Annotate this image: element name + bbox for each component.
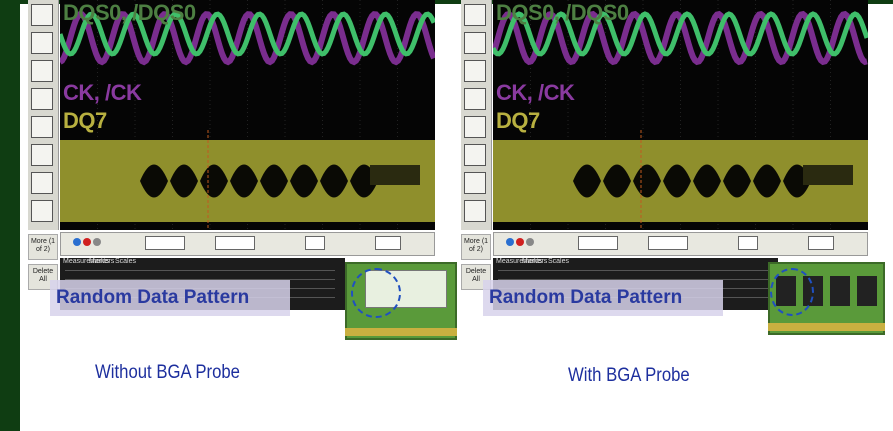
control-field [215,236,255,250]
side-button: More (1 of 2) [28,234,58,260]
control-button [83,238,91,246]
scope-screen [60,0,435,230]
side-button: More (1 of 2) [461,234,491,260]
caption: With BGA Probe [568,365,690,387]
probe-circle [770,268,814,316]
tool-icon [464,144,486,166]
eye-gap [370,165,420,185]
waveform-label: CK, /CK [63,80,141,106]
tool-icon [31,88,53,110]
control-button [516,238,524,246]
slide: DQS0, /DQS0CK, /CKDQ7More (1 of 2)Delete… [0,0,893,431]
dram-chip [857,276,877,306]
tool-icon [31,172,53,194]
measurement-tab: Scales [115,258,136,265]
tool-icon [31,200,53,222]
tool-icon [31,4,53,26]
caption: Without BGA Probe [95,362,240,384]
waveform-label: DQ7 [496,108,540,134]
control-field [578,236,618,250]
control-field [648,236,688,250]
tool-icon [464,4,486,26]
probe-circle [351,268,401,318]
tool-icon [464,32,486,54]
table-row [498,270,768,271]
control-field [305,236,325,250]
tool-icon [464,116,486,138]
tool-icon [31,60,53,82]
tool-icon [464,88,486,110]
pattern-label: Random Data Pattern [483,280,723,316]
measurement-tab: Markers [522,258,547,265]
measurement-tab: Markers [89,258,114,265]
left-border [0,0,20,431]
tool-icon [31,144,53,166]
tool-icon [464,200,486,222]
control-field [375,236,401,250]
waveform-label: DQS0, /DQS0 [496,0,629,26]
control-field [808,236,834,250]
control-button [93,238,101,246]
tool-icon [464,172,486,194]
tool-icon [31,32,53,54]
pattern-label: Random Data Pattern [50,280,290,316]
measurement-tab: Scales [548,258,569,265]
control-field [145,236,185,250]
dram-chip [830,276,850,306]
tool-icon [464,60,486,82]
eye-gap [803,165,853,185]
waveform-label: DQS0, /DQS0 [63,0,196,26]
waveform-label: CK, /CK [496,80,574,106]
control-button [506,238,514,246]
module-edge [345,328,457,336]
control-button [73,238,81,246]
table-row [65,270,335,271]
waveform-label: DQ7 [63,108,107,134]
tool-icon [31,116,53,138]
scope-screen [493,0,868,230]
control-button [526,238,534,246]
module-edge [768,323,885,331]
control-field [738,236,758,250]
